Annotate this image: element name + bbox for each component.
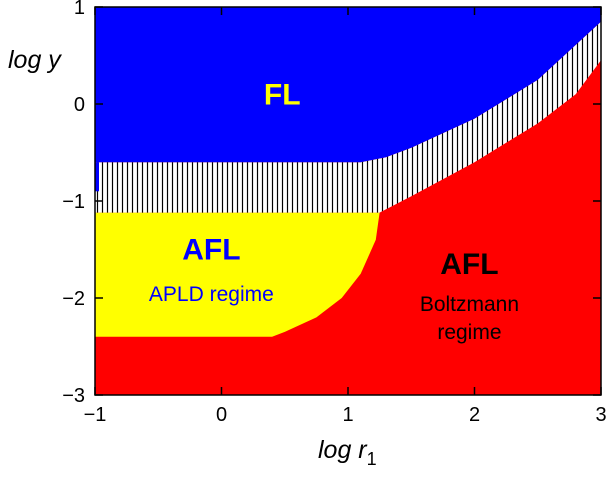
- crossover-region: [95, 7, 601, 213]
- x-tick-label: −1: [84, 404, 107, 426]
- y-axis-label: log y: [8, 46, 62, 74]
- boltzmann-regime-label-line: Boltzmann: [420, 293, 519, 316]
- afl-apld-region: [95, 212, 380, 337]
- x-tick-label: 1: [342, 404, 353, 426]
- x-axis-label-subscript: 1: [367, 449, 377, 469]
- boltzmann-regime-label-line: regime: [437, 321, 501, 344]
- x-axis-label: log r1: [318, 436, 377, 469]
- x-tick-label: 0: [216, 404, 227, 426]
- apld-regime-label: APLD regime: [149, 283, 274, 306]
- x-axis-label-main: log r: [318, 436, 368, 464]
- y-tick-label: −2: [62, 288, 85, 310]
- afl-apld-region-label: AFL: [182, 234, 240, 267]
- fl-edge-sliver: [95, 162, 99, 192]
- x-tick-label: 3: [595, 404, 606, 426]
- y-tick-label: −1: [62, 191, 85, 213]
- fl-region: [95, 7, 601, 163]
- x-tick-label: 2: [469, 404, 480, 426]
- afl-boltzmann-region-label: AFL: [440, 248, 498, 281]
- y-tick-label: 0: [74, 94, 85, 116]
- fl-region-label: FL: [264, 78, 301, 111]
- y-tick-label: −3: [62, 385, 85, 407]
- y-tick-label: 1: [74, 0, 85, 19]
